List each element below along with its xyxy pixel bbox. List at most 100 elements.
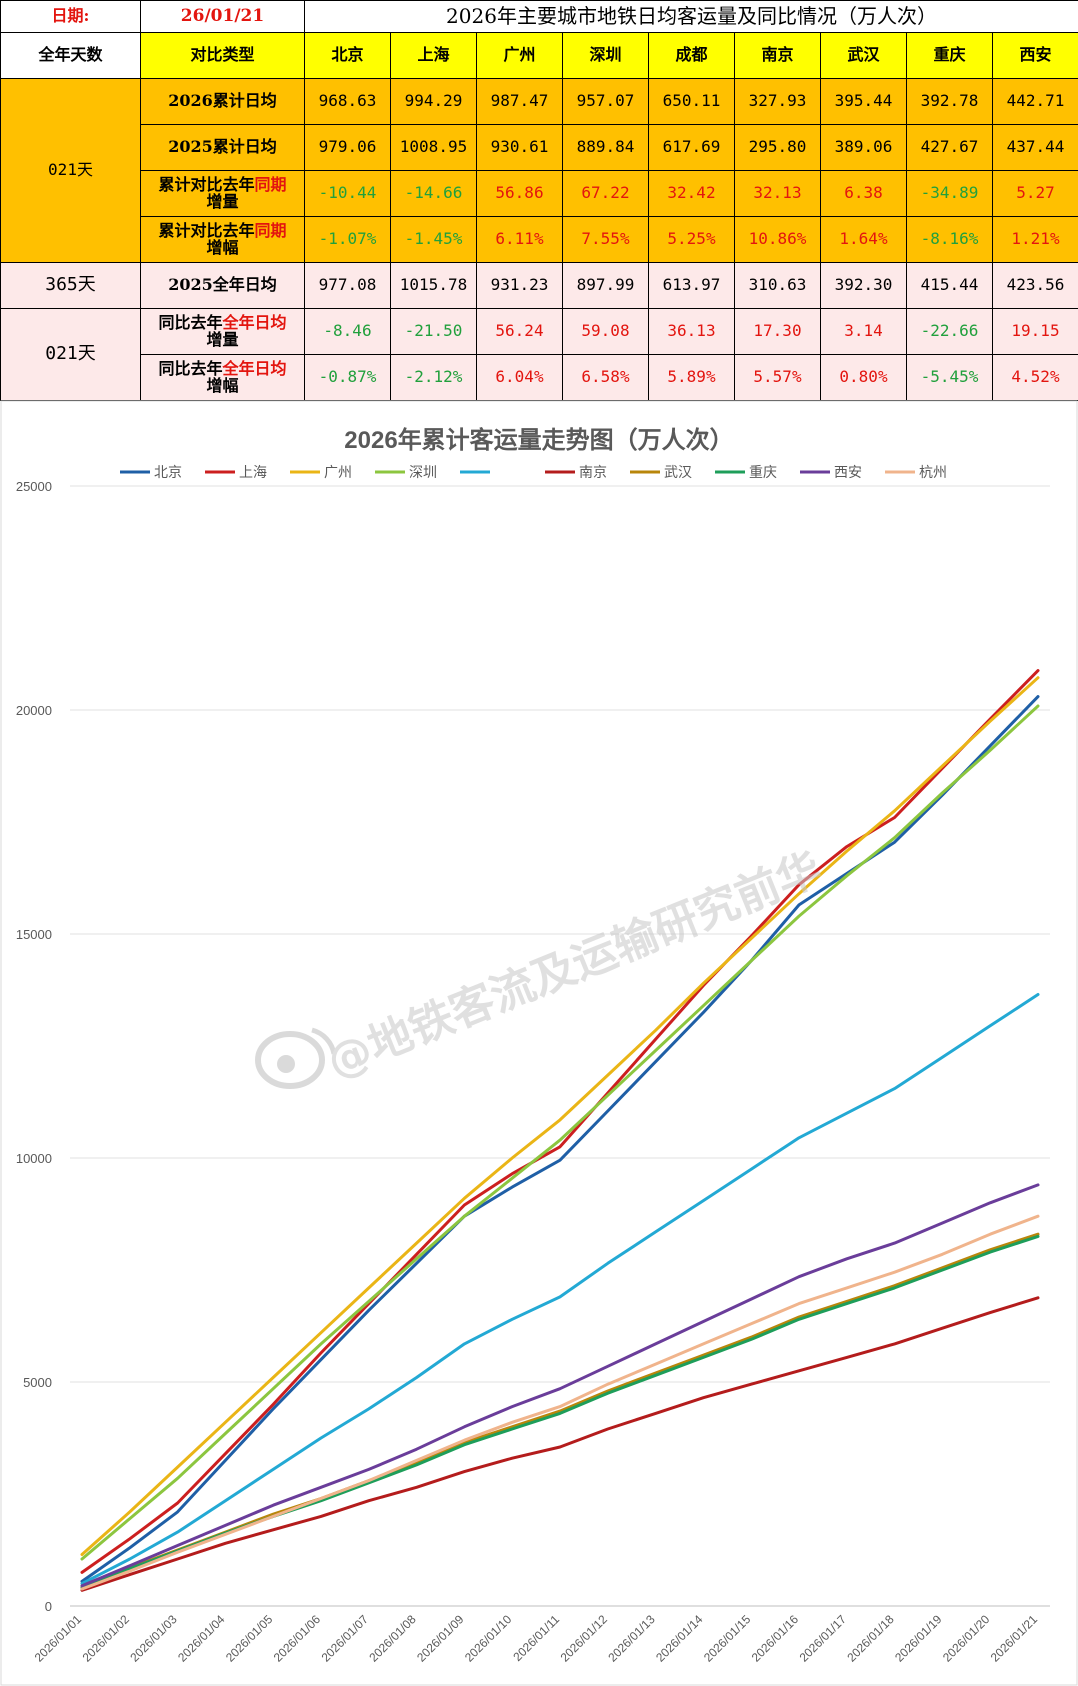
table-cell: 1008.95 bbox=[390, 124, 477, 171]
row-label: 累计对比去年同期 增量 bbox=[140, 170, 305, 217]
table-cell: 59.08 bbox=[562, 308, 649, 355]
stats-table: 日期: 26/01/21 2026年主要城市地铁日均客运量及同比情况（万人次） … bbox=[0, 0, 1078, 401]
table-cell: -1.07% bbox=[304, 216, 391, 263]
table-cell: 17.30 bbox=[734, 308, 821, 355]
table-cell: 977.08 bbox=[304, 262, 391, 309]
table-cell: -34.89 bbox=[906, 170, 993, 217]
table-row: 365天 2025全年日均 977.08 1015.78 931.23 897.… bbox=[0, 262, 1078, 309]
row-label: 2025累计日均 bbox=[140, 124, 305, 171]
table-cell: 5.89% bbox=[648, 354, 735, 401]
legend-label: 重庆 bbox=[749, 465, 777, 481]
row-label: 2025全年日均 bbox=[140, 262, 305, 309]
table-cell: 3.14 bbox=[820, 308, 907, 355]
group-days: 365天 bbox=[0, 262, 141, 309]
table-row: 累计对比去年同期 增幅 -1.07% -1.45% 6.11% 7.55% 5.2… bbox=[1, 216, 1078, 263]
table-cell: 889.84 bbox=[562, 124, 649, 171]
table-cell: 389.06 bbox=[820, 124, 907, 171]
table-cell: -0.87% bbox=[304, 354, 391, 401]
row-label-part: 增量 bbox=[206, 191, 239, 211]
legend-item: 深圳 bbox=[375, 465, 437, 481]
table-cell: -22.66 bbox=[906, 308, 993, 355]
chart-frame bbox=[0, 400, 1078, 1686]
table-row: 2025累计日均 979.06 1008.95 930.61 889.84 61… bbox=[1, 124, 1078, 171]
table-cell: -8.16% bbox=[906, 216, 993, 263]
table-cell: -21.50 bbox=[390, 308, 477, 355]
table-cell: 617.69 bbox=[648, 124, 735, 171]
city-header: 重庆 bbox=[906, 32, 993, 79]
legend-label: 广州 bbox=[324, 465, 352, 481]
table-cell: 423.56 bbox=[992, 262, 1078, 309]
table-row: 021天 同比去年全年日均 增量 -8.46 -21.50 56.24 59.08… bbox=[0, 308, 1078, 401]
table-cell: -14.66 bbox=[390, 170, 477, 217]
weibo-logo-icon bbox=[255, 1027, 337, 1089]
legend-item: 广州 bbox=[290, 465, 352, 481]
row-label-highlight: 全年日均 bbox=[222, 358, 287, 378]
series-line bbox=[80, 1183, 1040, 1588]
table-cell: 310.63 bbox=[734, 262, 821, 309]
table-cell: 327.93 bbox=[734, 78, 821, 125]
series-line bbox=[80, 1296, 1040, 1592]
table-cell: 19.15 bbox=[992, 308, 1078, 355]
row-label: 累计对比去年同期 增幅 bbox=[140, 216, 305, 263]
y-axis-ticks: 0 5000 10000 15000 20000 25000 bbox=[16, 479, 52, 1614]
table-cell: 994.29 bbox=[390, 78, 477, 125]
table-cell: 650.11 bbox=[648, 78, 735, 125]
table-cell: 6.11% bbox=[476, 216, 563, 263]
city-header: 上海 bbox=[390, 32, 477, 79]
row-label: 同比去年全年日均 增量 bbox=[140, 308, 305, 355]
table-cell: 437.44 bbox=[992, 124, 1078, 171]
row-label-part: 累计对比去年 bbox=[158, 174, 255, 194]
legend-item: 北京 bbox=[120, 465, 182, 481]
series-line bbox=[80, 695, 1040, 1583]
legend-label: 杭州 bbox=[919, 465, 947, 481]
table-cell: 36.13 bbox=[648, 308, 735, 355]
table-row: 021天 2026累计日均 968.63 994.29 987.47 957.0… bbox=[0, 78, 1078, 263]
row-label-part: 同比去年 bbox=[158, 312, 223, 332]
chart-title: 2026年累计客运量走势图（万人次） bbox=[344, 426, 733, 454]
y-tick-label: 20000 bbox=[16, 703, 52, 718]
series-line bbox=[80, 993, 1040, 1586]
grid-lines bbox=[70, 485, 1050, 1607]
table-cell: 10.86% bbox=[734, 216, 821, 263]
table-cell: 5.57% bbox=[734, 354, 821, 401]
row-label-part: 累计对比去年 bbox=[158, 220, 255, 240]
group-days: 021天 bbox=[0, 308, 141, 401]
row-label-part: 同比去年 bbox=[158, 358, 223, 378]
y-tick-label: 15000 bbox=[16, 927, 52, 942]
chart-section: 2026年累计客运量走势图（万人次） 0 5000 10000 15000 20000 2… bbox=[0, 400, 1078, 1686]
table-cell: -8.46 bbox=[304, 308, 391, 355]
row-label-part: 增幅 bbox=[206, 375, 239, 395]
city-header: 深圳 bbox=[562, 32, 649, 79]
table-cell: 957.07 bbox=[562, 78, 649, 125]
legend-item: 西安 bbox=[800, 465, 862, 481]
city-header: 武汉 bbox=[820, 32, 907, 79]
city-header: 北京 bbox=[304, 32, 391, 79]
legend-item: 杭州 bbox=[885, 465, 947, 481]
table-cell: 32.42 bbox=[648, 170, 735, 217]
table-cell: 6.58% bbox=[562, 354, 649, 401]
legend-label: 北京 bbox=[154, 465, 182, 481]
legend-item: 上海 bbox=[205, 465, 267, 481]
city-header: 成都 bbox=[648, 32, 735, 79]
table-cell: 427.67 bbox=[906, 124, 993, 171]
table-cell: 392.78 bbox=[906, 78, 993, 125]
legend-label: 深圳 bbox=[409, 465, 437, 481]
table-title: 2026年主要城市地铁日均客运量及同比情况（万人次） bbox=[304, 0, 1078, 33]
row-label-highlight: 同期 bbox=[254, 174, 287, 194]
table-cell: 295.80 bbox=[734, 124, 821, 171]
series-line bbox=[80, 1214, 1040, 1591]
table-cell: -2.12% bbox=[390, 354, 477, 401]
row-label-highlight: 同期 bbox=[254, 220, 287, 240]
y-tick-label: 5000 bbox=[23, 1375, 52, 1390]
y-tick-label: 0 bbox=[45, 1599, 52, 1614]
table-cell: 395.44 bbox=[820, 78, 907, 125]
table-cell: 1.21% bbox=[992, 216, 1078, 263]
stats-table-section: 日期: 26/01/21 2026年主要城市地铁日均客运量及同比情况（万人次） … bbox=[0, 0, 1078, 401]
table-cell: 392.30 bbox=[820, 262, 907, 309]
series-line bbox=[80, 676, 1040, 1556]
row-label-part: 增幅 bbox=[206, 237, 239, 257]
table-cell: 930.61 bbox=[476, 124, 563, 171]
line-chart: 2026年累计客运量走势图（万人次） 0 5000 10000 15000 20000 2… bbox=[0, 400, 1078, 1686]
city-header: 南京 bbox=[734, 32, 821, 79]
series-lines bbox=[80, 669, 1040, 1592]
